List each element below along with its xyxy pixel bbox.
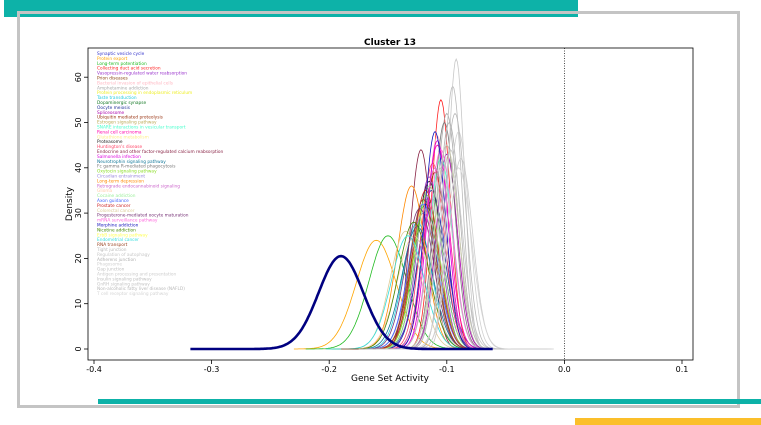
slide-frame: [17, 11, 740, 408]
y-tick-label: 10: [74, 299, 83, 309]
density-curve: [190, 254, 493, 351]
y-tick-label: 40: [74, 163, 83, 173]
legend-entry: RNA transport: [97, 242, 128, 248]
y-tick-label: 30: [74, 208, 83, 218]
legend-entry: Bacterial invasion of epithelial cells: [97, 80, 174, 86]
x-axis-label: Gene Set Activity: [351, 374, 430, 384]
legend-entry: SNARE interactions in vesicular transpor…: [97, 125, 186, 131]
legend-entry: Vasopressin-regulated water reabsorption: [97, 71, 187, 77]
legend-entry: Endocrine and other factor-regulated cal…: [97, 149, 224, 155]
legend-entry: Oocyte meiosis: [97, 105, 131, 111]
legend-entry: Neurotrophin signaling pathway: [97, 159, 166, 165]
legend-entry: Adherens junction: [97, 257, 136, 263]
legend-entry: Long-term depression: [97, 178, 144, 184]
x-tick-label: -0.3: [204, 365, 220, 374]
y-tick-label: 60: [74, 72, 83, 82]
legend-entry: Cocaine addiction: [97, 193, 136, 199]
legend-entry: Axon guidance: [97, 198, 129, 204]
legend-entry: Amphetamine addiction: [97, 85, 149, 91]
x-tick-label: -0.4: [86, 365, 102, 374]
legend-entry: Synaptic vesicle cycle: [97, 51, 145, 57]
legend-entry: Salmonella infection: [97, 154, 141, 160]
legend-entry: Collecting duct acid secretion: [97, 66, 161, 72]
legend-entry: Renal cell carcinoma: [97, 129, 142, 135]
x-tick-label: -0.1: [439, 365, 455, 374]
y-tick-label: 20: [74, 253, 83, 263]
legend-entry: GnRH signaling pathway: [97, 281, 150, 287]
legend-entry: Prion diseases: [97, 76, 129, 82]
legend-entry: Long-term potentiation: [97, 61, 147, 67]
legend-entry: Taste transduction: [96, 95, 137, 101]
legend-entry: Protein processing in endoplasmic reticu…: [97, 90, 192, 96]
legend-entry: Oxytocin signaling pathway: [97, 169, 157, 175]
legend-entry: Fc gamma R-mediated phagocytosis: [97, 164, 176, 170]
legend-entry: Protein export: [97, 56, 128, 62]
x-tick-label: 0.1: [676, 365, 689, 374]
legend-entry: Spliceosome: [97, 110, 125, 116]
density-curve: [376, 167, 552, 350]
legend-entry: Nicotine addiction: [97, 227, 136, 233]
legend-entry: Phagosome: [97, 262, 122, 268]
y-axis-label: Density: [65, 186, 75, 221]
legend-entry: Circadian entrainment: [97, 174, 145, 180]
legend-entry: Non-alcoholic fatty liver disease (NAFLD…: [97, 286, 185, 292]
legend-entry: Regulation of autophagy: [97, 252, 150, 258]
legend-entry: Glioma: [97, 188, 113, 194]
y-tick-label: 50: [74, 117, 83, 127]
bottom-teal-bar: [98, 399, 761, 404]
legend-entry: Huntington's disease: [97, 144, 143, 150]
legend-entry: Progesterone-mediated oocyte maturation: [97, 213, 189, 219]
legend-entry: ErbB signaling pathway: [97, 232, 148, 238]
legend-entry: mRNA surveillance pathway: [97, 218, 158, 224]
legend-entry: Morphine addiction: [97, 223, 139, 229]
legend-entry: Glutathione metabolism: [97, 134, 149, 140]
legend-entry: Proteasome: [97, 139, 123, 145]
y-tick-label: 0: [74, 346, 83, 351]
legend-entry: Gap junction: [97, 267, 125, 273]
legend-entry: T cell receptor signaling pathway: [96, 291, 169, 297]
bottom-yellow-bar: [575, 418, 761, 425]
chart-title: Cluster 13: [364, 38, 416, 48]
legend-entry: Prostate cancer: [97, 203, 131, 209]
x-tick-label: 0.0: [558, 365, 571, 374]
legend-entry: Ubiquitin mediated proteolysis: [97, 115, 164, 121]
legend-entry: Endometrial cancer: [97, 237, 139, 243]
legend-entry: Estrogen signaling pathway: [97, 120, 157, 126]
x-tick-label: -0.2: [321, 365, 337, 374]
legend-entry: Retrograde endocannabinoid signaling: [97, 183, 180, 189]
legend-entry: Insulin signaling pathway: [97, 276, 152, 282]
legend-entry: Tight junction: [96, 247, 127, 253]
legend-entry: Colorectal cancer: [97, 208, 135, 214]
legend-entry: Antigen processing and presentation: [97, 272, 176, 278]
legend-entry: Dopaminergic synapse: [97, 100, 146, 106]
